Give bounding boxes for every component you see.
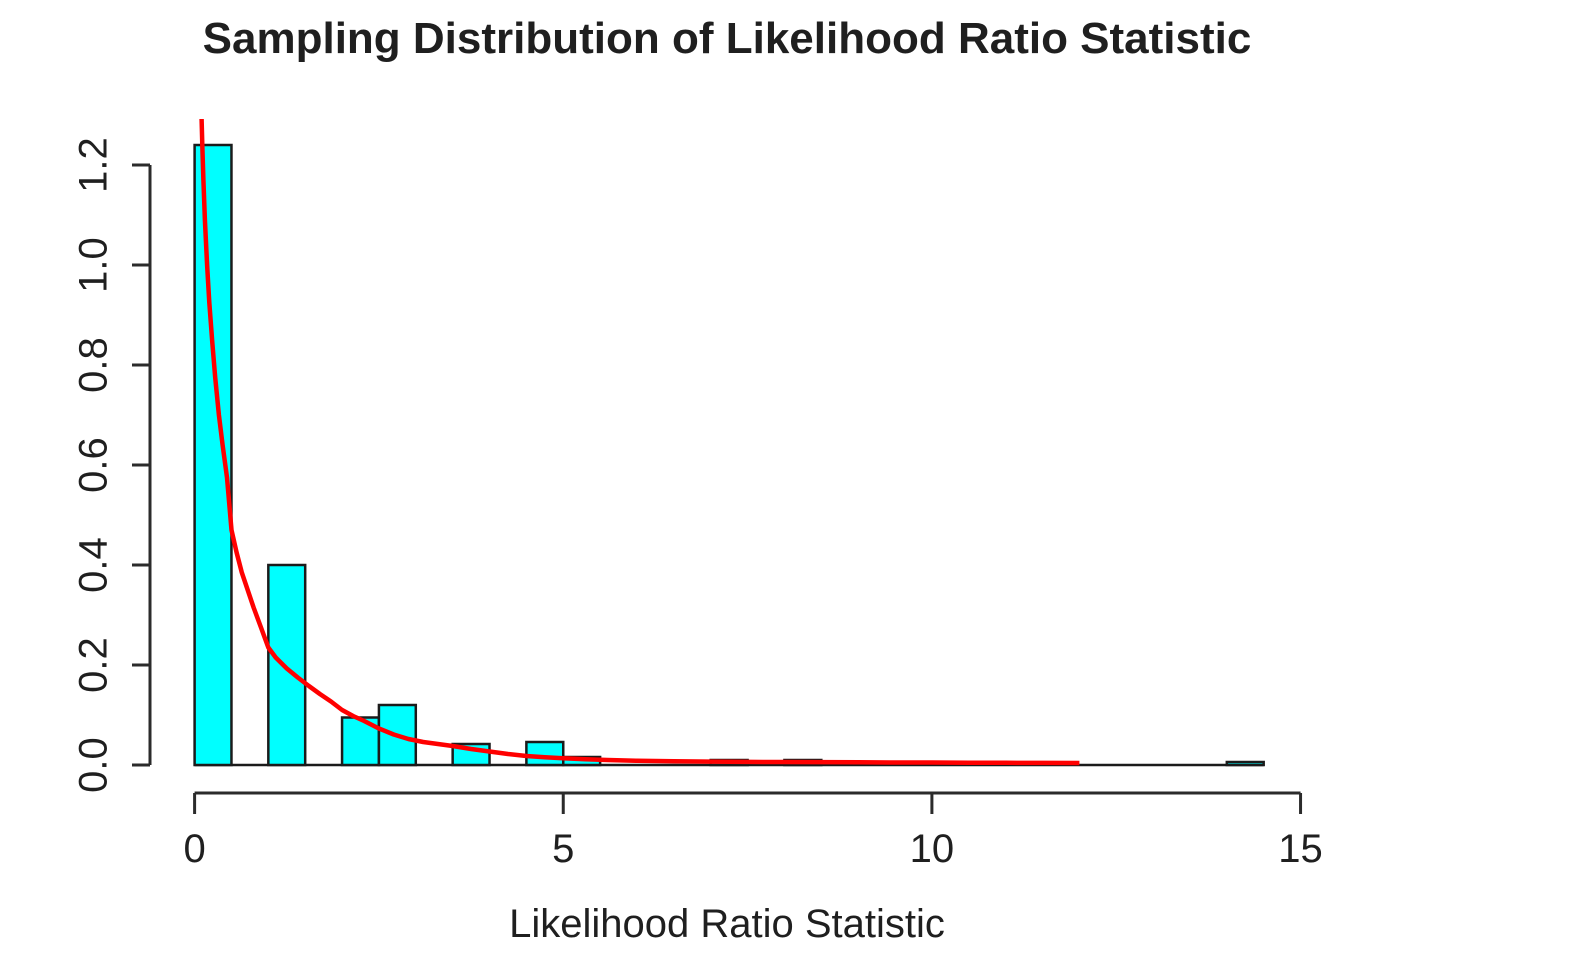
- x-axis-label: Likelihood Ratio Statistic: [509, 902, 945, 946]
- histogram-bar: [267, 563, 307, 767]
- y-tick-label: 1.2: [72, 137, 116, 193]
- x-tick-label: 15: [1278, 827, 1323, 871]
- y-tick-label: 0.8: [72, 337, 116, 393]
- y-tick-label: 0.4: [72, 537, 116, 593]
- x-tick-label: 10: [910, 827, 955, 871]
- y-tick-label: 0.2: [72, 637, 116, 693]
- chart-title: Sampling Distribution of Likelihood Rati…: [202, 14, 1252, 63]
- y-tick-label: 0.6: [72, 437, 116, 493]
- histogram-bar: [525, 740, 565, 767]
- y-tick-label: 1.0: [72, 237, 116, 293]
- x-tick-label: 5: [552, 827, 574, 871]
- x-tick-label: 0: [183, 827, 205, 871]
- y-tick-label: 0.0: [72, 737, 116, 793]
- histogram-bar: [1225, 760, 1265, 767]
- density-curve: [199, 118, 1080, 766]
